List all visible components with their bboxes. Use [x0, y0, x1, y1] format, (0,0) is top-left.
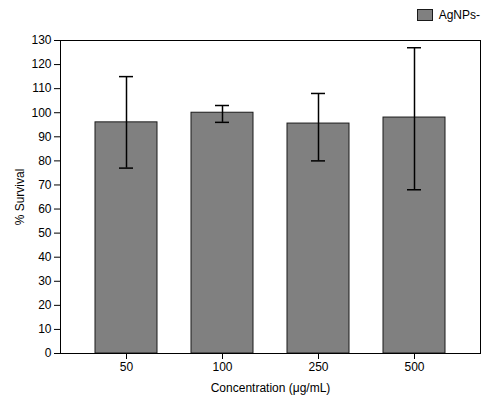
svg-text:110: 110 — [32, 81, 51, 95]
html-text:AgNPs-: AgNPs- — [438, 8, 480, 22]
svg-text:50: 50 — [38, 226, 52, 240]
svg-text:40: 40 — [38, 250, 52, 264]
svg-text:70: 70 — [38, 178, 52, 192]
svg-text:80: 80 — [38, 154, 52, 168]
svg-text:130: 130 — [31, 33, 51, 47]
svg-text:0: 0 — [45, 346, 52, 360]
svg-text:500: 500 — [404, 360, 424, 374]
svg-text:60: 60 — [38, 202, 52, 216]
svg-text:100: 100 — [212, 360, 232, 374]
svg-text:20: 20 — [38, 298, 52, 312]
svg-text:Concentration (μg/mL): Concentration (μg/mL) — [211, 381, 331, 395]
svg-text:50: 50 — [120, 360, 134, 374]
svg-text:90: 90 — [38, 130, 52, 144]
svg-text:% Survival: % Survival — [13, 169, 27, 226]
svg-text:100: 100 — [31, 106, 51, 120]
svg-text:120: 120 — [31, 57, 51, 71]
svg-text:250: 250 — [308, 360, 328, 374]
svg-text:10: 10 — [38, 322, 52, 336]
svg-text:30: 30 — [38, 274, 52, 288]
